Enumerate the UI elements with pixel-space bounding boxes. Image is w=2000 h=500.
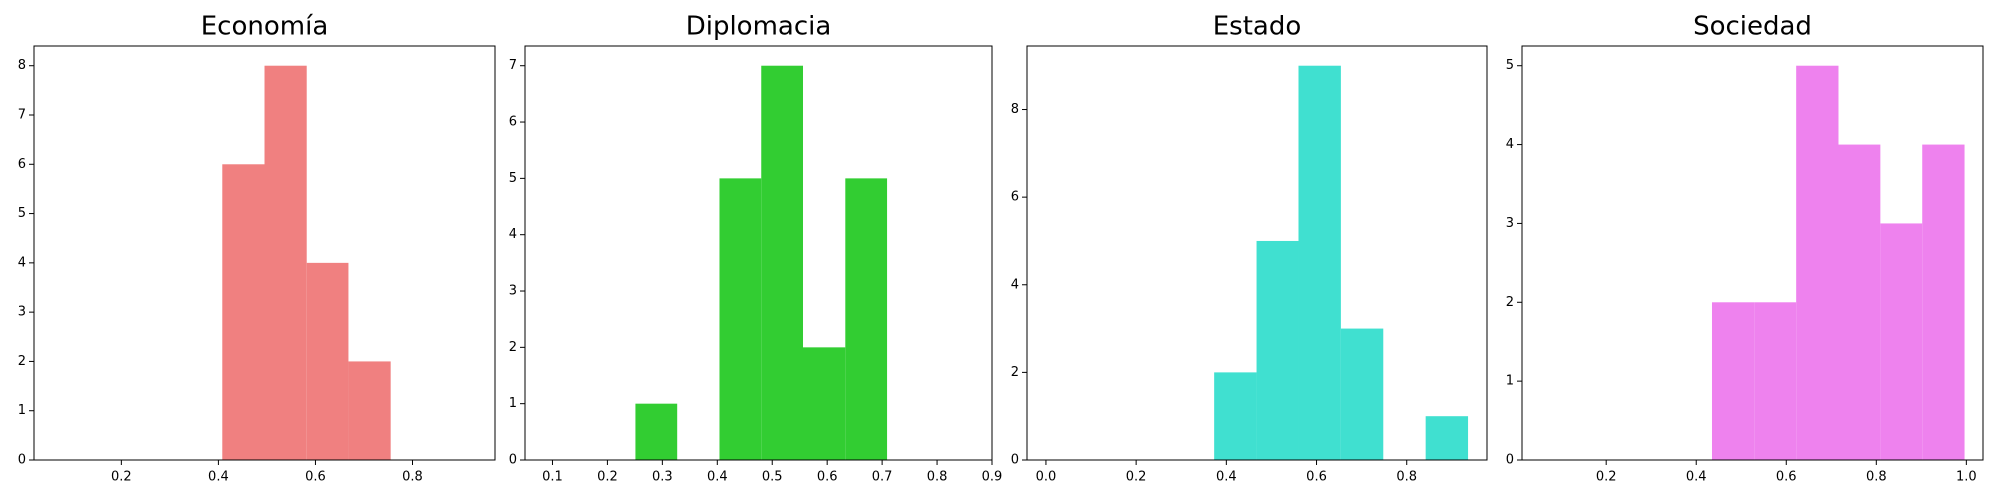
- bar: [1340, 328, 1384, 460]
- x-tick-label: 0.2: [1126, 470, 1147, 485]
- y-tick-label: 1: [509, 396, 517, 411]
- bar: [1880, 223, 1923, 460]
- y-tick-label: 8: [1011, 102, 1019, 117]
- bar: [1425, 416, 1469, 460]
- bar: [1796, 65, 1839, 460]
- y-tick-label: 6: [509, 115, 517, 130]
- y-tick-label: 4: [1506, 137, 1514, 152]
- x-tick-label: 0.0: [1036, 470, 1057, 485]
- bar: [719, 178, 762, 460]
- axes-frame: [33, 45, 496, 461]
- x-tick-label: 0.9: [982, 470, 1003, 485]
- x-tick-label: 0.8: [1866, 470, 1887, 485]
- y-tick-label: 5: [18, 206, 26, 221]
- bar: [1214, 372, 1257, 460]
- axes-frame: [1026, 45, 1488, 461]
- bar: [306, 262, 349, 460]
- chart-title: Diplomacia: [686, 12, 832, 42]
- bar: [1754, 302, 1797, 460]
- y-tick-label: 6: [1011, 190, 1019, 205]
- bar: [1711, 302, 1755, 460]
- y-tick-label: 0: [1011, 453, 1019, 468]
- bar: [1838, 144, 1881, 461]
- x-tick-label: 0.1: [542, 470, 563, 485]
- bar: [348, 361, 391, 460]
- bar: [761, 65, 804, 460]
- y-tick-label: 7: [509, 58, 517, 73]
- x-tick-label: 0.4: [707, 470, 728, 485]
- y-tick-label: 7: [18, 108, 26, 123]
- y-tick-label: 8: [18, 58, 26, 73]
- x-tick-label: 0.8: [927, 470, 948, 485]
- y-tick-label: 2: [1011, 365, 1019, 380]
- y-tick-label: 0: [509, 453, 517, 468]
- y-tick-label: 4: [18, 255, 26, 270]
- bar: [264, 65, 307, 460]
- chart-title: Sociedad: [1693, 12, 1812, 42]
- chart-title: Estado: [1213, 12, 1302, 42]
- axes-frame: [524, 45, 993, 461]
- x-tick-label: 0.6: [817, 470, 838, 485]
- x-tick-label: 0.2: [1596, 470, 1617, 485]
- y-tick-label: 1: [1506, 374, 1514, 389]
- y-tick-label: 3: [509, 284, 517, 299]
- x-tick-label: 0.4: [208, 470, 229, 485]
- y-tick-label: 2: [509, 340, 517, 355]
- y-tick-label: 2: [18, 354, 26, 369]
- x-tick-label: 0.5: [762, 470, 783, 485]
- bar: [1922, 144, 1965, 461]
- x-tick-label: 0.8: [1396, 470, 1417, 485]
- y-tick-label: 0: [18, 453, 26, 468]
- y-tick-label: 5: [509, 171, 517, 186]
- chart-title: Economía: [201, 12, 329, 42]
- x-tick-label: 1.0: [1956, 470, 1977, 485]
- x-tick-label: 0.8: [402, 470, 423, 485]
- y-tick-label: 3: [18, 305, 26, 320]
- y-tick-label: 0: [1506, 453, 1514, 468]
- y-tick-label: 3: [1506, 216, 1514, 231]
- y-tick-label: 4: [509, 227, 517, 242]
- x-tick-label: 0.4: [1686, 470, 1707, 485]
- x-tick-label: 0.6: [305, 470, 326, 485]
- axes-frame: [1521, 45, 1984, 461]
- x-tick-label: 0.2: [111, 470, 132, 485]
- bar: [222, 164, 265, 461]
- bar: [803, 347, 846, 460]
- y-tick-label: 6: [18, 157, 26, 172]
- x-tick-label: 0.2: [597, 470, 618, 485]
- bar: [845, 178, 888, 460]
- bar: [635, 403, 678, 460]
- x-tick-label: 0.4: [1216, 470, 1237, 485]
- y-tick-label: 4: [1011, 277, 1019, 292]
- x-tick-label: 0.6: [1306, 470, 1327, 485]
- x-tick-label: 0.7: [872, 470, 893, 485]
- bar: [1298, 65, 1341, 460]
- y-tick-label: 5: [1506, 58, 1514, 73]
- x-tick-label: 0.6: [1776, 470, 1797, 485]
- x-tick-label: 0.3: [652, 470, 673, 485]
- y-tick-label: 2: [1506, 295, 1514, 310]
- y-tick-label: 1: [18, 403, 26, 418]
- bar: [1256, 240, 1299, 460]
